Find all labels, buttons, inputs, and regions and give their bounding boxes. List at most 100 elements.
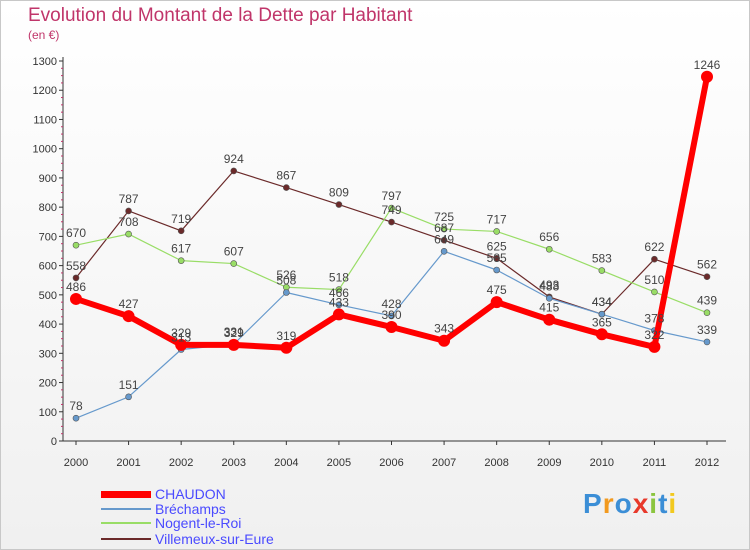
data-point — [388, 204, 395, 212]
data-label: 622 — [644, 240, 664, 254]
data-point — [332, 308, 345, 321]
legend-label-brechamps: Bréchamps — [155, 501, 226, 517]
data-label: 475 — [487, 283, 507, 297]
x-tick-label: 2000 — [64, 457, 88, 469]
data-point — [280, 341, 293, 354]
data-point — [177, 227, 185, 235]
data-label: 427 — [119, 297, 139, 311]
logo-letter: o — [614, 488, 633, 519]
data-point — [175, 338, 188, 351]
data-label: 526 — [276, 268, 296, 282]
data-label: 322 — [644, 328, 664, 342]
data-point — [70, 292, 82, 305]
data-point — [335, 286, 343, 293]
x-tick-label: 2001 — [116, 457, 140, 469]
data-point — [125, 393, 132, 401]
x-tick-label: 2003 — [222, 457, 246, 469]
data-point — [385, 321, 398, 333]
y-tick-label: 600 — [39, 261, 57, 273]
data-point — [227, 338, 240, 351]
legend-swatch-brechamps — [101, 508, 151, 510]
data-label: 415 — [539, 301, 559, 315]
data-label: 390 — [381, 308, 401, 322]
data-label: 1246 — [694, 58, 721, 72]
data-label: 924 — [224, 152, 244, 166]
data-point — [125, 207, 132, 215]
y-tick-label: 500 — [39, 290, 57, 302]
legend-swatch-chaudon — [101, 490, 151, 498]
data-label: 151 — [119, 378, 139, 392]
y-tick-label: 1100 — [33, 114, 57, 126]
data-point — [703, 338, 711, 346]
data-point — [283, 184, 290, 191]
data-label: 433 — [329, 295, 349, 309]
logo-letter: t — [658, 488, 669, 519]
data-point — [651, 255, 658, 263]
data-label: 719 — [171, 212, 191, 226]
data-label: 365 — [592, 315, 612, 329]
legend-swatch-nogent — [101, 522, 151, 524]
y-tick-label: 400 — [39, 319, 57, 331]
data-label: 466 — [329, 286, 349, 300]
x-tick-label: 2005 — [327, 457, 351, 469]
data-point — [545, 245, 553, 253]
logo-letter: P — [583, 488, 603, 519]
y-tick-label: 1300 — [33, 56, 57, 68]
data-point — [493, 266, 500, 274]
data-point — [703, 309, 711, 316]
data-label: 378 — [644, 312, 664, 326]
data-label: 486 — [66, 280, 86, 294]
data-label: 439 — [697, 294, 717, 308]
data-point — [490, 296, 503, 309]
data-label: 434 — [592, 295, 612, 309]
data-label: 78 — [69, 399, 83, 413]
data-label: 787 — [119, 192, 139, 206]
legend-swatch-villemeux — [101, 538, 151, 540]
data-label: 329 — [224, 326, 244, 340]
data-point — [651, 288, 658, 296]
data-label: 313 — [171, 331, 191, 345]
proxiti-logo: Proxiti — [583, 488, 677, 520]
data-label: 867 — [276, 169, 296, 183]
data-point — [493, 255, 500, 262]
data-label: 607 — [224, 245, 244, 259]
data-label: 809 — [329, 186, 349, 200]
data-point — [598, 267, 606, 274]
data-label: 558 — [66, 259, 86, 273]
data-point — [72, 241, 80, 249]
data-label: 518 — [329, 271, 349, 285]
data-point — [125, 230, 132, 238]
x-tick-label: 2011 — [643, 457, 667, 469]
data-label: 687 — [434, 221, 454, 235]
data-point — [493, 228, 500, 235]
data-label: 625 — [487, 239, 507, 253]
chart-subtitle: (en €) — [28, 28, 60, 42]
y-tick-label: 1000 — [33, 144, 57, 156]
y-tick-label: 200 — [39, 378, 57, 390]
x-tick-label: 2008 — [484, 457, 508, 469]
data-point — [335, 301, 343, 309]
data-point — [543, 313, 556, 326]
data-label: 510 — [644, 273, 664, 287]
data-point — [440, 236, 448, 244]
logo-letter: x — [632, 488, 650, 519]
data-point — [335, 201, 343, 208]
data-label: 583 — [592, 252, 612, 266]
legend-label-villemeux: Villemeux-sur-Eure — [155, 531, 274, 547]
legend-item-chaudon: CHAUDON — [101, 486, 226, 502]
logo-letter: r — [602, 488, 615, 519]
data-point — [440, 225, 448, 233]
logo-letter: i — [668, 488, 678, 519]
chart-title: Evolution du Montant de la Dette par Hab… — [28, 5, 413, 26]
data-point — [230, 260, 238, 267]
logo-letter: i — [649, 488, 659, 519]
legend-item-villemeux: Villemeux-sur-Eure — [101, 531, 274, 547]
data-point — [545, 295, 553, 302]
x-tick-label: 2004 — [274, 457, 298, 469]
data-label: 749 — [381, 203, 401, 217]
data-label: 508 — [276, 274, 296, 288]
y-tick-label: 1200 — [33, 85, 57, 97]
data-label: 670 — [66, 226, 86, 240]
